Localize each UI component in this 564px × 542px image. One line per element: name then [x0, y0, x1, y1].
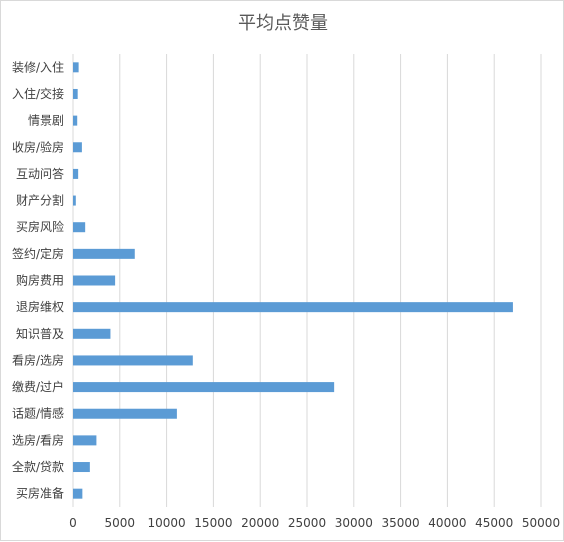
x-tick-label: 45000 — [475, 516, 513, 530]
x-tick-label: 30000 — [335, 516, 373, 530]
x-tick-label: 35000 — [382, 516, 420, 530]
bar — [73, 488, 83, 499]
bar — [73, 302, 513, 313]
category-label: 话题/情感 — [12, 406, 64, 421]
category-label: 签约/定房 — [12, 246, 64, 261]
bar — [73, 275, 116, 286]
x-tick-label: 5000 — [105, 516, 136, 530]
category-label: 全款/贷款 — [12, 459, 64, 474]
category-label: 财产分割 — [16, 193, 64, 208]
bar — [73, 462, 90, 473]
x-axis-ticks: 0 5000 10000 15000 20000 25000 30000 35000 40000… — [69, 516, 560, 530]
bar — [73, 62, 79, 73]
gridlines — [72, 54, 542, 507]
bar — [73, 88, 78, 99]
bar — [73, 168, 79, 179]
category-label: 入住/交接 — [12, 86, 64, 101]
category-label: 情景剧 — [28, 114, 64, 128]
bar — [73, 195, 76, 206]
chart-title: 平均点赞量 — [238, 13, 328, 34]
category-label: 购房费用 — [16, 273, 64, 288]
category-label: 缴费/过户 — [12, 379, 64, 394]
category-label: 互动问答 — [16, 166, 64, 181]
x-tick-label: 15000 — [194, 516, 232, 530]
bar — [73, 435, 97, 446]
category-label: 装修/入住 — [12, 59, 64, 74]
bar — [73, 382, 335, 393]
x-tick-label: 40000 — [428, 516, 466, 530]
bar — [73, 408, 177, 419]
x-tick-label: 10000 — [148, 516, 186, 530]
bar — [73, 115, 78, 126]
x-tick-label: 0 — [69, 516, 77, 530]
category-label: 买房准备 — [16, 486, 64, 501]
bar — [73, 328, 111, 339]
bar — [73, 142, 82, 153]
category-label: 看房/选房 — [12, 352, 64, 367]
bar — [73, 248, 135, 259]
category-label: 选房/看房 — [12, 432, 64, 447]
x-tick-label: 25000 — [288, 516, 326, 530]
bar — [73, 355, 193, 366]
category-labels: 装修/入住入住/交接情景剧收房/验房互动问答财产分割买房风险签约/定房购房费用退… — [12, 59, 64, 500]
bar — [73, 222, 86, 233]
x-tick-label: 50000 — [522, 516, 560, 530]
category-label: 买房风险 — [16, 219, 64, 234]
category-label: 退房维权 — [16, 299, 64, 314]
category-label: 知识普及 — [16, 327, 64, 341]
category-label: 收房/验房 — [12, 139, 64, 154]
x-tick-label: 20000 — [241, 516, 279, 530]
bars — [73, 62, 513, 499]
